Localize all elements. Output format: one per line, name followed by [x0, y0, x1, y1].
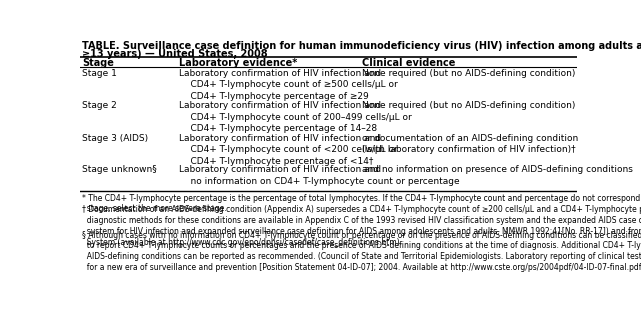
- Text: Laboratory confirmation of HIV infection and
    CD4+ T-lymphocyte count of ≥500: Laboratory confirmation of HIV infection…: [179, 69, 397, 101]
- Text: Stage 2: Stage 2: [82, 101, 117, 110]
- Text: Stage: Stage: [82, 58, 114, 68]
- Text: Stage unknown§: Stage unknown§: [82, 165, 157, 174]
- Text: Laboratory confirmation of HIV infection and
    CD4+ T-lymphocyte count of 200–: Laboratory confirmation of HIV infection…: [179, 101, 412, 133]
- Text: and no information on presence of AIDS-defining conditions: and no information on presence of AIDS-d…: [362, 165, 633, 174]
- Text: Laboratory confirmation of HIV infection and
    CD4+ T-lymphocyte count of <200: Laboratory confirmation of HIV infection…: [179, 134, 397, 166]
- Text: TABLE. Surveillance case definition for human immunodeficiency virus (HIV) infec: TABLE. Surveillance case definition for …: [81, 41, 641, 51]
- Text: Stage 1: Stage 1: [82, 69, 117, 78]
- Text: Clinical evidence: Clinical evidence: [362, 58, 456, 68]
- Text: * The CD4+ T-lymphocyte percentage is the percentage of total lymphocytes. If th: * The CD4+ T-lymphocyte percentage is th…: [81, 194, 641, 213]
- Text: or documentation of an AIDS-defining condition
(with laboratory confirmation of : or documentation of an AIDS-defining con…: [362, 134, 579, 154]
- Text: None required (but no AIDS-defining condition): None required (but no AIDS-defining cond…: [362, 101, 576, 110]
- Text: Stage 3 (AIDS): Stage 3 (AIDS): [82, 134, 148, 143]
- Text: † Documentation of an AIDS-defining condition (Appendix A) supersedes a CD4+ T-l: † Documentation of an AIDS-defining cond…: [81, 205, 641, 247]
- Text: § Although cases with no information on CD4+ T-lymphocyte count or percentage or: § Although cases with no information on …: [81, 231, 641, 272]
- Text: None required (but no AIDS-defining condition): None required (but no AIDS-defining cond…: [362, 69, 576, 78]
- Text: ≥13 years) — United States, 2008: ≥13 years) — United States, 2008: [81, 49, 267, 59]
- Text: Laboratory confirmation of HIV infection and
    no information on CD4+ T-lympho: Laboratory confirmation of HIV infection…: [179, 165, 459, 186]
- Text: Laboratory evidence*: Laboratory evidence*: [179, 58, 297, 68]
